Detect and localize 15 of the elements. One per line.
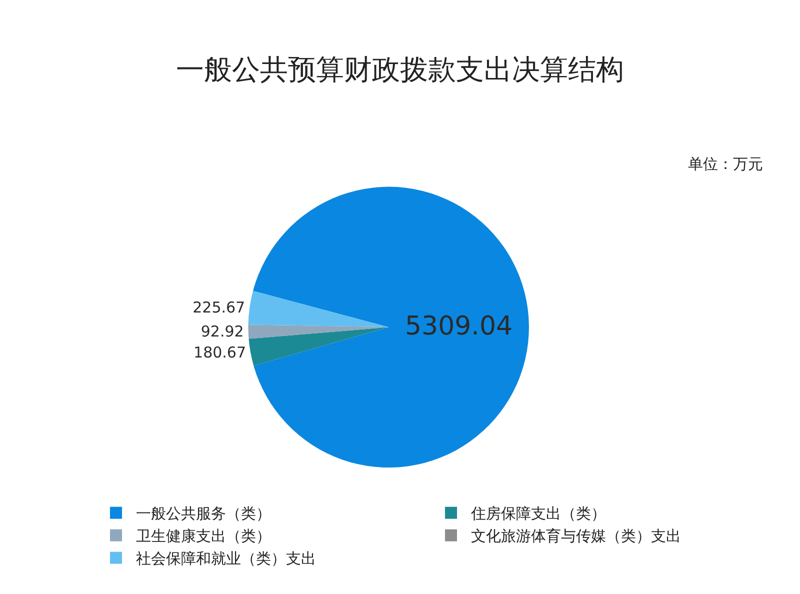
pie-slice bbox=[248, 324, 389, 339]
legend-label: 卫生健康支出（类） bbox=[136, 527, 271, 546]
data-label: 225.67 bbox=[192, 298, 246, 316]
data-label: 5309.04 bbox=[405, 312, 513, 342]
legend-label: 住房保障支出（类） bbox=[470, 504, 606, 523]
data-label: 92.92 bbox=[200, 322, 244, 341]
chart-title: 一般公共预算财政拨款支出决算结构 bbox=[176, 53, 624, 86]
pie-slice bbox=[248, 327, 389, 366]
data-label: 180.67 bbox=[194, 344, 246, 362]
legend-label: 社会保障和就业（类）支出 bbox=[136, 550, 316, 568]
legend-label: 文化旅游体育与传媒（类）支出 bbox=[471, 527, 681, 546]
pie-slice bbox=[248, 290, 389, 328]
legend-label: 一般公共服务（类） bbox=[136, 504, 271, 523]
pie-slice bbox=[253, 186, 529, 468]
text: 单位：万元 bbox=[688, 155, 763, 173]
